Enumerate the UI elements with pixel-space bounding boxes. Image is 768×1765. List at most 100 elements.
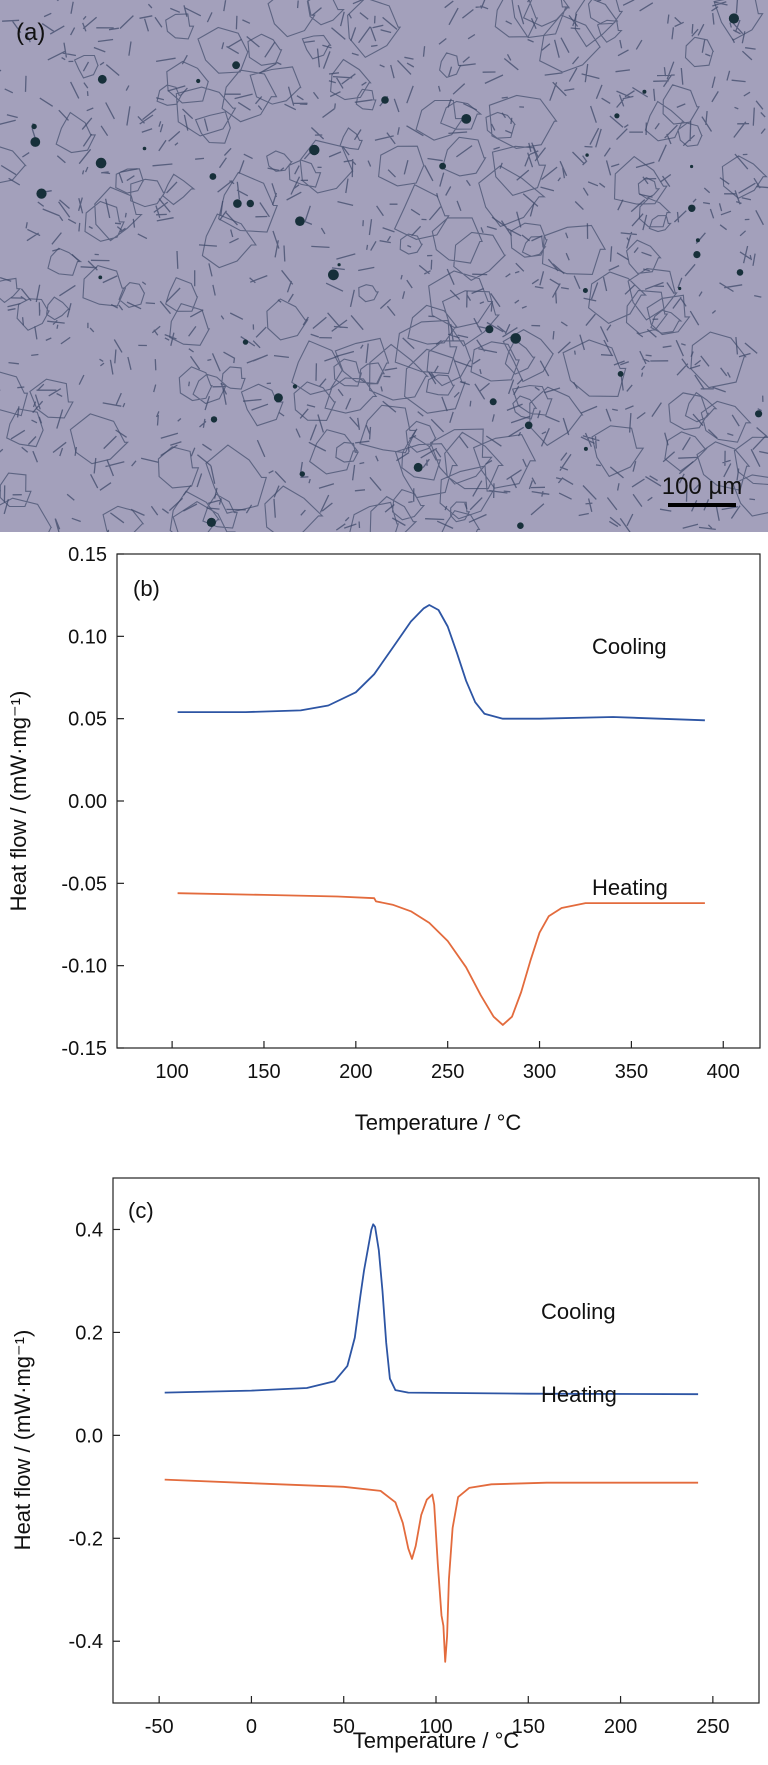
chart-b-y-tick-label: 0.00 bbox=[68, 791, 107, 813]
inclusion-dot bbox=[614, 113, 620, 119]
inclusion-dot bbox=[728, 13, 740, 24]
chart-b-panel-label: (b) bbox=[133, 576, 160, 601]
chart-c-cooling-curve bbox=[164, 1223, 699, 1396]
chart-b-x-tick-label: 350 bbox=[615, 1061, 648, 1083]
chart-c-y-axis: -0.4 -0.2 0.0 0.2 0.4 bbox=[69, 1219, 120, 1653]
inclusion-particles bbox=[30, 13, 763, 529]
inclusion-dot bbox=[31, 123, 37, 130]
panel-a-label: (a) bbox=[16, 19, 45, 46]
chart-b-heating-curve bbox=[177, 892, 705, 1026]
micrograph-image: (a) 100 µm bbox=[0, 0, 768, 569]
inclusion-dot bbox=[295, 216, 305, 226]
chart-b-cooling-curve bbox=[177, 604, 705, 722]
chart-c-panel-label: (c) bbox=[128, 1198, 154, 1223]
inclusion-dot bbox=[510, 333, 521, 344]
inclusion-dot bbox=[299, 471, 305, 477]
inclusion-dot bbox=[524, 421, 533, 430]
inclusion-dot bbox=[585, 153, 589, 157]
chart-c-y-tick-label: -0.4 bbox=[69, 1631, 103, 1653]
dsc-chart-c: -0.4 -0.2 0.0 0.2 0.4 -50 0 50 100 150 200 250 Coo… bbox=[0, 1140, 768, 1760]
chart-c-frame bbox=[112, 1177, 760, 1704]
chart-b-frame bbox=[116, 553, 761, 1049]
chart-b-ylabel: Heat flow / (mW·mg⁻¹) bbox=[6, 691, 31, 912]
inclusion-dot bbox=[461, 114, 472, 124]
inclusion-dot bbox=[381, 96, 389, 104]
inclusion-dot bbox=[582, 288, 588, 293]
inclusion-dot bbox=[439, 162, 446, 170]
chart-b-y-tick-label: -0.05 bbox=[61, 873, 107, 895]
inclusion-dot bbox=[246, 199, 254, 208]
chart-b-x-tick-label: 300 bbox=[523, 1061, 556, 1083]
chart-c-y-tick-label: 0.0 bbox=[75, 1425, 103, 1447]
inclusion-dot bbox=[489, 398, 497, 406]
inclusion-dot bbox=[695, 238, 700, 243]
chart-c-x-axis: -50 0 50 100 150 200 250 bbox=[145, 1696, 730, 1738]
inclusion-dot bbox=[97, 74, 107, 84]
inclusion-dot bbox=[693, 251, 701, 259]
micrograph-background bbox=[0, 0, 768, 532]
inclusion-dot bbox=[517, 522, 524, 529]
scale-bar-label: 100 µm bbox=[662, 473, 743, 500]
inclusion-dot bbox=[678, 286, 682, 291]
chart-b-x-tick-label: 150 bbox=[247, 1061, 280, 1083]
inclusion-dot bbox=[292, 384, 298, 389]
chart-c-cooling-label: Cooling bbox=[541, 1299, 616, 1324]
inclusion-dot bbox=[233, 199, 242, 208]
inclusion-dot bbox=[690, 164, 694, 169]
chart-b-y-tick-label: 0.05 bbox=[68, 709, 107, 731]
inclusion-dot bbox=[413, 462, 423, 472]
grain-boundaries bbox=[0, 0, 768, 569]
inclusion-dot bbox=[755, 410, 763, 418]
chart-b-x-axis: 100 150 200 250 300 350 400 bbox=[155, 1041, 740, 1083]
chart-c-heating-label: Heating bbox=[541, 1382, 617, 1407]
chart-c-heating-curve bbox=[164, 1478, 699, 1663]
chart-c-x-tick-label: 250 bbox=[696, 1716, 729, 1738]
chart-b-series bbox=[177, 604, 705, 1026]
chart-c-ylabel: Heat flow / (mW·mg⁻¹) bbox=[10, 1330, 35, 1551]
inclusion-dot bbox=[232, 61, 241, 70]
chart-c-x-tick-label: 200 bbox=[604, 1716, 637, 1738]
chart-b-series-labels: Cooling Heating bbox=[592, 634, 668, 900]
chart-c-series-labels: Cooling Heating bbox=[541, 1299, 617, 1407]
inclusion-dot bbox=[95, 157, 107, 169]
chart-c-x-tick-label: 50 bbox=[333, 1716, 355, 1738]
inclusion-dot bbox=[30, 137, 41, 147]
chart-b-xlabel: Temperature / °C bbox=[355, 1110, 522, 1135]
inclusion-dot bbox=[36, 188, 47, 199]
inclusion-dot bbox=[142, 146, 147, 151]
inclusion-dot bbox=[328, 269, 339, 281]
chart-b-x-tick-label: 200 bbox=[339, 1061, 372, 1083]
chart-c-x-tick-label: -50 bbox=[145, 1716, 174, 1738]
dsc-chart-b: -0.15 -0.10 -0.05 0.00 0.05 0.10 0.15 100 150 20… bbox=[0, 532, 768, 1140]
chart-b-y-axis: -0.15 -0.10 -0.05 0.00 0.05 0.10 0.15 bbox=[61, 544, 124, 1060]
chart-b-x-tick-label: 250 bbox=[431, 1061, 464, 1083]
inclusion-dot bbox=[309, 144, 320, 156]
chart-b-y-tick-label: -0.15 bbox=[61, 1038, 107, 1060]
chart-c-y-tick-label: 0.4 bbox=[75, 1219, 103, 1241]
chart-b-y-tick-label: -0.10 bbox=[61, 956, 107, 978]
chart-c-series bbox=[164, 1223, 699, 1663]
chart-b-cooling-label: Cooling bbox=[592, 634, 667, 659]
scale-bar bbox=[668, 503, 736, 507]
chart-c-y-tick-label: 0.2 bbox=[75, 1322, 103, 1344]
chart-c-x-tick-label: 0 bbox=[246, 1716, 257, 1738]
inclusion-dot bbox=[688, 204, 696, 212]
chart-c-x-tick-label: 150 bbox=[512, 1716, 545, 1738]
dendrite-strokes bbox=[0, 0, 768, 546]
inclusion-dot bbox=[273, 393, 283, 403]
inclusion-dot bbox=[736, 269, 744, 276]
chart-b-y-tick-label: 0.15 bbox=[68, 544, 107, 566]
inclusion-dot bbox=[206, 517, 216, 528]
micrograph-panel: (a) 100 µm bbox=[0, 0, 768, 569]
chart-c-xlabel: Temperature / °C bbox=[353, 1728, 520, 1753]
chart-c-svg: -0.4 -0.2 0.0 0.2 0.4 -50 0 50 100 150 200 250 Coo… bbox=[10, 1177, 760, 1753]
inclusion-dot bbox=[642, 89, 647, 94]
chart-b-x-tick-label: 400 bbox=[707, 1061, 740, 1083]
chart-c-x-tick-label: 100 bbox=[419, 1716, 452, 1738]
inclusion-dot bbox=[583, 446, 588, 451]
dendritic-network bbox=[0, 0, 768, 569]
inclusion-dot bbox=[98, 275, 103, 280]
chart-b-heating-label: Heating bbox=[592, 875, 668, 900]
chart-b-x-tick-label: 100 bbox=[155, 1061, 188, 1083]
inclusion-dot bbox=[196, 78, 201, 84]
